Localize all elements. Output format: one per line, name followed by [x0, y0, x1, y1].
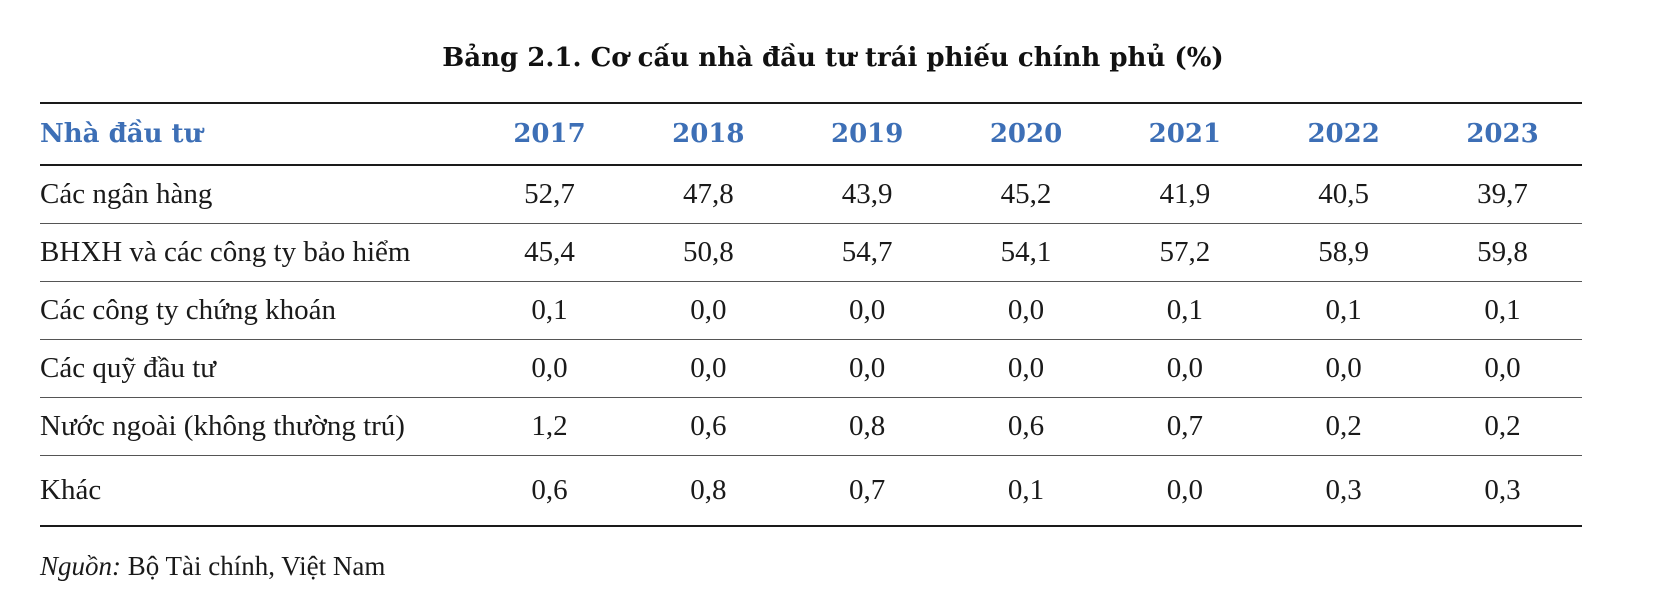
table-cell: 54,7	[841, 236, 893, 268]
table-cell: 52,7	[524, 178, 575, 210]
table-cell: 41,9	[1159, 178, 1211, 210]
header-year: 2019	[830, 119, 904, 149]
row-label: Các ngân hàng	[40, 178, 213, 210]
table-cell: 0,0	[1166, 474, 1203, 506]
table-row: Các công ty chứng khoán 0,1 0,0 0,0 0,0 …	[40, 282, 1582, 340]
header-row: Nhà đầu tư 2017 2018 2019 2020 2021 2022…	[40, 103, 1582, 165]
table-cell: 0,2	[1484, 410, 1521, 442]
table-cell: 54,1	[1000, 236, 1052, 268]
table-cell: 0,0	[1007, 294, 1045, 326]
table-cell: 0,8	[849, 410, 886, 442]
table-cell: 58,9	[1318, 236, 1370, 268]
table-cell: 0,0	[849, 352, 886, 384]
source-label: Nguồn:	[40, 551, 121, 581]
table-cell: 0,0	[1007, 352, 1045, 384]
row-label: Các công ty chứng khoán	[40, 294, 336, 326]
header-investor: Nhà đầu tư	[40, 119, 203, 149]
header-year: 2021	[1148, 119, 1222, 149]
header-year: 2020	[989, 119, 1063, 149]
data-table-container: Nhà đầu tư 2017 2018 2019 2020 2021 2022…	[40, 102, 1582, 527]
table-cell: 0,3	[1484, 474, 1521, 506]
header-year: 2022	[1307, 119, 1380, 149]
table-cell: 0,1	[1484, 294, 1521, 326]
table-cell: 0,3	[1325, 474, 1362, 506]
table-cell: 0,6	[531, 474, 568, 506]
table-cell: 0,6	[690, 410, 727, 442]
table-cell: 1,2	[531, 410, 568, 442]
table-cell: 45,2	[1000, 178, 1052, 210]
table-row: Nước ngoài (không thường trú) 1,2 0,6 0,…	[40, 398, 1582, 456]
table-cell: 0,0	[531, 352, 568, 384]
table-cell: 0,8	[690, 474, 727, 506]
header-year: 2023	[1466, 119, 1539, 149]
table-cell: 0,0	[1166, 352, 1203, 384]
source-text: Bộ Tài chính, Việt Nam	[121, 551, 386, 581]
row-label: Khác	[40, 474, 102, 506]
table-cell: 0,0	[1484, 352, 1521, 384]
table-cell: 0,1	[1325, 294, 1362, 326]
table-cell: 0,0	[849, 294, 886, 326]
table-cell: 39,7	[1477, 178, 1528, 210]
table-row: Các ngân hàng 52,7 47,8 43,9 45,2 41,9 4…	[40, 165, 1582, 224]
table-cell: 59,8	[1477, 236, 1528, 268]
table-cell: 0,2	[1325, 410, 1362, 442]
table-cell: 50,8	[682, 236, 734, 268]
table-cell: 0,1	[531, 294, 568, 326]
table-row: Các quỹ đầu tư 0,0 0,0 0,0 0,0 0,0 0,0 0…	[40, 340, 1582, 398]
header-year: 2017	[513, 119, 586, 149]
table-cell: 0,0	[1325, 352, 1362, 384]
table-row: Khác 0,6 0,8 0,7 0,1 0,0 0,3 0,3	[40, 456, 1582, 526]
table-cell: 0,7	[849, 474, 886, 506]
table-cell: 57,2	[1159, 236, 1211, 268]
header-year: 2018	[672, 119, 745, 149]
row-label: BHXH và các công ty bảo hiểm	[40, 236, 411, 268]
table-cell: 0,0	[690, 294, 727, 326]
table-cell: 0,1	[1007, 474, 1045, 506]
table-cell: 43,9	[841, 178, 893, 210]
table-cell: 0,0	[690, 352, 727, 384]
table-cell: 47,8	[682, 178, 734, 210]
row-label: Nước ngoài (không thường trú)	[40, 410, 405, 442]
investor-structure-table: Nhà đầu tư 2017 2018 2019 2020 2021 2022…	[40, 102, 1582, 527]
source-note: Nguồn: Bộ Tài chính, Việt Nam	[40, 548, 385, 584]
table-cell: 45,4	[524, 236, 575, 268]
table-cell: 0,7	[1166, 410, 1203, 442]
table-cell: 40,5	[1318, 178, 1370, 210]
table-row: BHXH và các công ty bảo hiểm 45,4 50,8 5…	[40, 224, 1582, 282]
table-cell: 0,6	[1007, 410, 1045, 442]
row-label: Các quỹ đầu tư	[40, 352, 216, 384]
table-title: Bảng 2.1. Cơ cấu nhà đầu tư trái phiếu c…	[442, 43, 1224, 73]
table-cell: 0,1	[1166, 294, 1203, 326]
